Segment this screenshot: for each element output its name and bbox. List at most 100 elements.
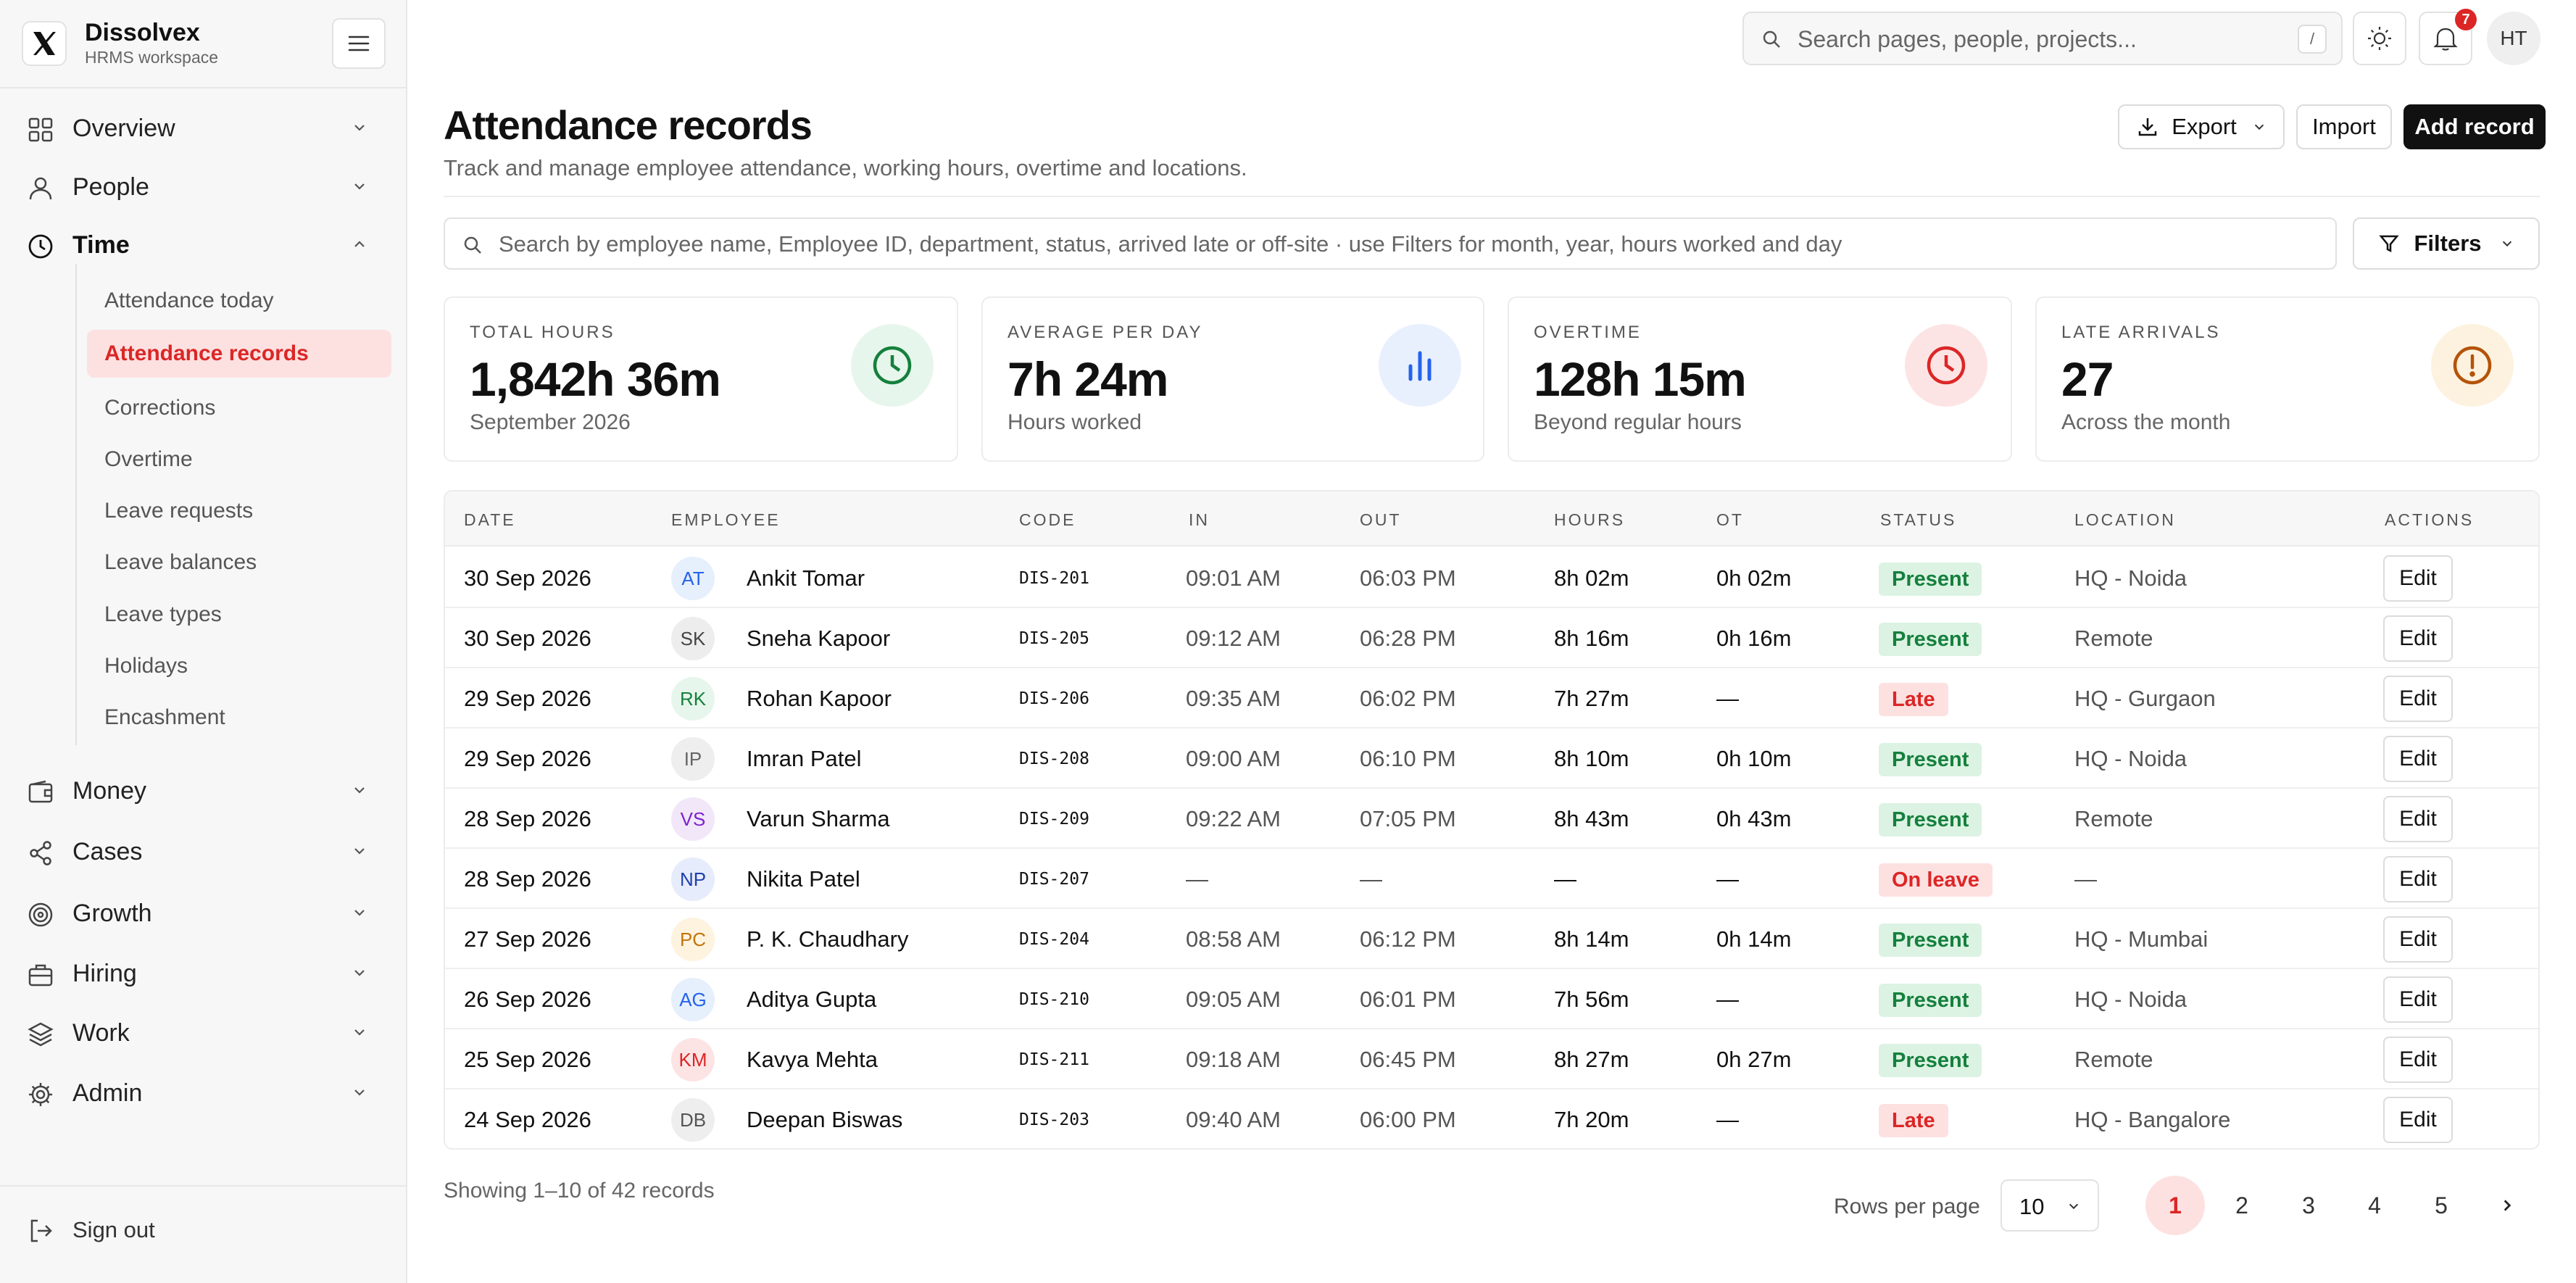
sidebar-item-hiring[interactable]: Hiring xyxy=(0,949,406,995)
cell-employee-name[interactable]: Sneha Kapoor xyxy=(747,626,891,651)
cell-employee-name[interactable]: Imran Patel xyxy=(747,746,862,771)
user-avatar[interactable]: HT xyxy=(2487,12,2540,65)
cell-out: 06:03 PM xyxy=(1360,565,1456,591)
page-button-4[interactable]: 4 xyxy=(2368,1192,2381,1218)
page-button-3[interactable]: 3 xyxy=(2302,1192,2315,1218)
sidebar-item-label: Overview xyxy=(72,115,175,142)
column-header-date[interactable]: DATE xyxy=(464,510,516,529)
sidebar-item-overtime[interactable]: Overtime xyxy=(87,436,391,483)
clock-icon xyxy=(1927,346,1966,385)
cell-date: 24 Sep 2026 xyxy=(464,1107,591,1132)
cell-employee-name[interactable]: Rohan Kapoor xyxy=(747,686,892,711)
column-header-code[interactable]: CODE xyxy=(1019,510,1076,529)
sidebar-item-encashment[interactable]: Encashment xyxy=(87,694,391,742)
sidebar-item-work[interactable]: Work xyxy=(0,1008,406,1055)
page-button-2[interactable]: 2 xyxy=(2235,1192,2248,1218)
status-badge: Late xyxy=(1879,1104,1948,1137)
cell-date: 25 Sep 2026 xyxy=(464,1047,591,1072)
sidebar-subitem-label: Corrections xyxy=(104,396,216,420)
sidebar-item-leave-balances[interactable]: Leave balances xyxy=(87,539,391,586)
page-button-5[interactable]: 5 xyxy=(2435,1192,2448,1218)
cell-employee-name[interactable]: P. K. Chaudhary xyxy=(747,926,909,952)
column-header-out[interactable]: OUT xyxy=(1360,510,1402,529)
add-record-label: Add record xyxy=(2414,114,2535,139)
filters-button[interactable]: Filters xyxy=(2353,217,2540,270)
global-search-input[interactable]: Search pages, people, projects... / xyxy=(1742,12,2343,65)
wallet-icon xyxy=(28,780,53,803)
records-search-input[interactable]: Search by employee name, Employee ID, de… xyxy=(444,217,2337,270)
column-header-ot[interactable]: OT xyxy=(1716,510,1744,529)
cell-location: Remote xyxy=(2074,806,2153,831)
sidebar-item-holidays[interactable]: Holidays xyxy=(87,642,391,690)
sidebar-item-overview[interactable]: Overview xyxy=(0,104,406,150)
edit-button[interactable]: Edit xyxy=(2383,916,2453,963)
gear-icon xyxy=(29,1083,52,1106)
cell-employee-name[interactable]: Varun Sharma xyxy=(747,806,890,831)
briefcase-icon xyxy=(28,964,53,987)
edit-button[interactable]: Edit xyxy=(2383,976,2453,1023)
cell-date: 27 Sep 2026 xyxy=(464,926,591,952)
stat-label: AVERAGE PER DAY xyxy=(1007,323,1203,342)
sidebar-toggle-button[interactable] xyxy=(332,18,386,69)
cell-hours: 7h 56m xyxy=(1554,987,1629,1012)
cell-employee-name[interactable]: Ankit Tomar xyxy=(747,565,865,591)
rows-per-page-select[interactable]: 10 xyxy=(2000,1179,2099,1232)
cell-out: 06:45 PM xyxy=(1360,1047,1456,1072)
export-button[interactable]: Export xyxy=(2118,104,2285,149)
edit-button[interactable]: Edit xyxy=(2383,555,2453,602)
edit-button[interactable]: Edit xyxy=(2383,615,2453,662)
sidebar-item-label: Admin xyxy=(72,1079,143,1107)
sidebar-item-cases[interactable]: Cases xyxy=(0,827,406,873)
cell-in: 08:58 AM xyxy=(1186,926,1281,952)
column-header-location[interactable]: LOCATION xyxy=(2074,510,2176,529)
sidebar-item-money[interactable]: Money xyxy=(0,766,406,813)
rows-per-page-value: 10 xyxy=(2019,1194,2045,1219)
edit-button[interactable]: Edit xyxy=(2383,1037,2453,1083)
cell-ot: — xyxy=(1716,686,1739,711)
import-button[interactable]: Import xyxy=(2296,104,2392,149)
cell-employee-name[interactable]: Nikita Patel xyxy=(747,866,860,892)
cell-hours: 8h 43m xyxy=(1554,806,1629,831)
sidebar-item-leave-types[interactable]: Leave types xyxy=(87,591,391,639)
cell-employee-name[interactable]: Aditya Gupta xyxy=(747,987,877,1012)
sidebar-item-leave-requests[interactable]: Leave requests xyxy=(87,487,391,535)
sidebar-item-attendance-today[interactable]: Attendance today xyxy=(87,277,391,325)
next-page-button[interactable] xyxy=(2477,1176,2537,1235)
column-header-status[interactable]: STATUS xyxy=(1880,510,1957,529)
sidebar-item-people[interactable]: People xyxy=(0,162,406,209)
brand-logo[interactable] xyxy=(22,21,67,66)
stat-icon-badge xyxy=(2431,324,2514,407)
sidebar-item-growth[interactable]: Growth xyxy=(0,889,406,935)
cell-employee-name[interactable]: Deepan Biswas xyxy=(747,1107,903,1132)
status-badge: Present xyxy=(1879,562,1982,596)
column-header-actions: ACTIONS xyxy=(2385,510,2475,529)
edit-button[interactable]: Edit xyxy=(2383,676,2453,722)
employee-avatar: KM xyxy=(671,1038,715,1081)
edit-button[interactable]: Edit xyxy=(2383,736,2453,782)
theme-toggle-button[interactable] xyxy=(2353,12,2406,65)
edit-button[interactable]: Edit xyxy=(2383,856,2453,902)
sidebar-item-attendance-records[interactable]: Attendance records xyxy=(87,330,391,378)
cell-location: HQ - Noida xyxy=(2074,565,2187,591)
stat-subtext: September 2026 xyxy=(470,410,631,434)
column-header-hours[interactable]: HOURS xyxy=(1554,510,1626,529)
edit-button[interactable]: Edit xyxy=(2383,796,2453,842)
sidebar-subitem-label: Leave requests xyxy=(104,499,254,523)
sign-out-button[interactable]: Sign out xyxy=(0,1205,406,1251)
chevron-down-icon xyxy=(354,183,365,190)
column-header-employee[interactable]: EMPLOYEE xyxy=(671,510,781,529)
employee-avatar: PC xyxy=(671,918,715,961)
edit-button[interactable]: Edit xyxy=(2383,1097,2453,1143)
attendance-table: DATE EMPLOYEE CODE IN OUT HOURS OT STATU… xyxy=(444,490,2540,1150)
add-record-button[interactable]: Add record xyxy=(2403,104,2546,149)
notifications-button[interactable] xyxy=(2419,12,2472,65)
chevron-down-icon xyxy=(354,1089,365,1096)
stat-label: LATE ARRIVALS xyxy=(2061,323,2221,342)
sidebar-item-corrections[interactable]: Corrections xyxy=(87,384,391,432)
cell-employee-name[interactable]: Kavya Mehta xyxy=(747,1047,878,1072)
sidebar-item-admin[interactable]: Admin xyxy=(0,1068,406,1115)
stat-icon-badge xyxy=(851,324,934,407)
sidebar-item-time[interactable]: Time xyxy=(0,220,406,267)
column-header-in[interactable]: IN xyxy=(1189,510,1210,529)
page-button-1[interactable]: 1 xyxy=(2145,1176,2205,1235)
